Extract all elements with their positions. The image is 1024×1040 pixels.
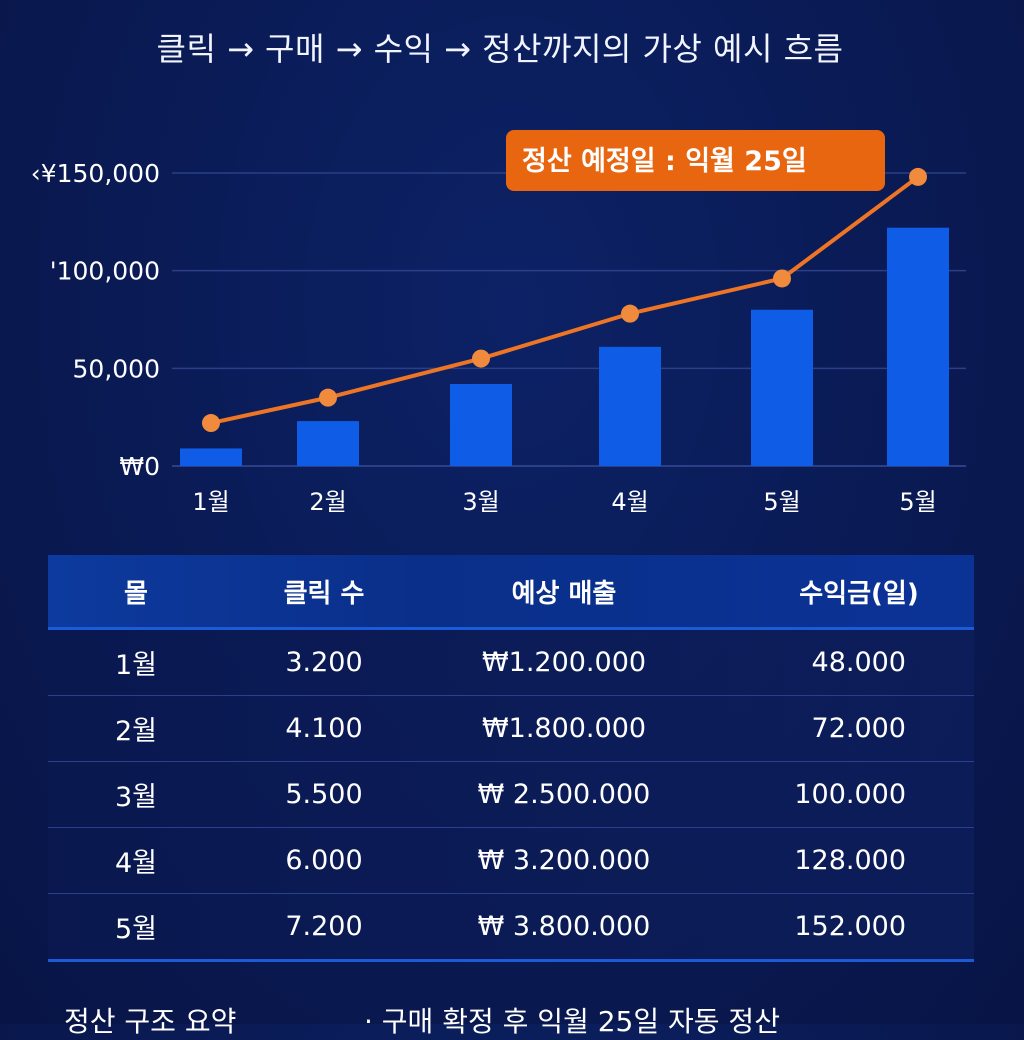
table-row: 1월 3.200 ₩1.200.000 48.000 [48,630,974,696]
cell-revenue: 128.000 [794,845,906,876]
cell-sales: ₩1.200.000 [481,647,647,678]
x-tick-label: 3월 [462,488,499,516]
cell-revenue: 72.000 [811,713,906,744]
line-point [909,167,927,186]
y-tick-label: 50,000 [73,354,160,383]
cell-sales: ₩ 3.200.000 [477,845,651,876]
cell-month: 1월 [114,650,158,681]
cell-month: 2월 [114,716,158,747]
line-point [621,304,639,323]
cell-sales: ₩ 2.500.000 [477,779,651,810]
line-point [472,349,490,368]
page-title: 클릭 → 구매 → 수익 → 정산까지의 가상 예시 흐름 [156,30,844,68]
line-point [319,388,337,407]
bar [297,421,359,466]
x-tick-label: 2월 [309,488,346,516]
trend-line [210,175,920,425]
x-tick-label: 5월 [899,488,936,516]
footer-note: · 구매 확정 후 익월 25일 자동 정산 [364,1005,780,1038]
cell-sales: ₩ 3.800.000 [477,911,651,942]
bar [751,309,813,466]
line-point [202,414,220,433]
bar [599,346,661,466]
y-tick-label: '100,000 [50,257,160,286]
bar [450,383,512,466]
footer-label: 정산 구조 요약 [64,1005,237,1038]
cell-revenue: 152.000 [794,911,906,942]
header-clicks: 클릭 수 [283,578,365,609]
x-tick-label: 5월 [763,488,800,516]
table-row: 2월 4.100 ₩1.800.000 72.000 [48,696,974,762]
cell-sales: ₩1.800.000 [481,713,647,744]
footer-summary: 정산 구조 요약 · 구매 확정 후 익월 25일 자동 정산 [64,1000,1004,1040]
table-row: 5월 7.200 ₩ 3.800.000 152.000 [48,894,974,962]
callout-label: 정산 예정일 : 익월 25일 [522,146,807,177]
bar [887,227,949,466]
cell-clicks: 3.200 [285,647,363,678]
cell-clicks: 7.200 [285,911,363,942]
y-tick-label: ‹¥150,000 [31,159,160,188]
chart: ‹¥150,000 '100,000 50,000 ₩0 1월 2월 3월 4월 5월 5월 정산 … [31,130,966,516]
x-tick-label: 4월 [611,488,648,516]
cell-month: 5월 [114,914,158,945]
x-tick-label: 1월 [192,488,229,516]
header-mall: 몰 [124,578,148,609]
table-row: 3월 5.500 ₩ 2.500.000 100.000 [48,762,974,828]
cell-revenue: 100.000 [794,779,906,810]
cell-month: 3월 [114,782,158,813]
line-point [773,269,791,288]
revenue-table: 몰 클릭 수 예상 매출 수익금(일) 1월 3.200 ₩1.200.000 … [48,555,974,962]
cell-month: 4월 [114,848,158,879]
cell-clicks: 5.500 [285,779,363,810]
header-revenue: 수익금(일) [799,578,919,609]
cell-revenue: 48.000 [811,647,906,678]
y-tick-label: ₩0 [119,452,160,481]
header-expected-sales: 예상 매출 [511,578,617,609]
table-row: 4월 6.000 ₩ 3.200.000 128.000 [48,828,974,894]
bar [180,448,242,466]
callout-box [506,130,885,191]
table-header: 몰 클릭 수 예상 매출 수익금(일) [48,555,974,630]
cell-clicks: 4.100 [285,713,363,744]
cell-clicks: 6.000 [285,845,363,876]
